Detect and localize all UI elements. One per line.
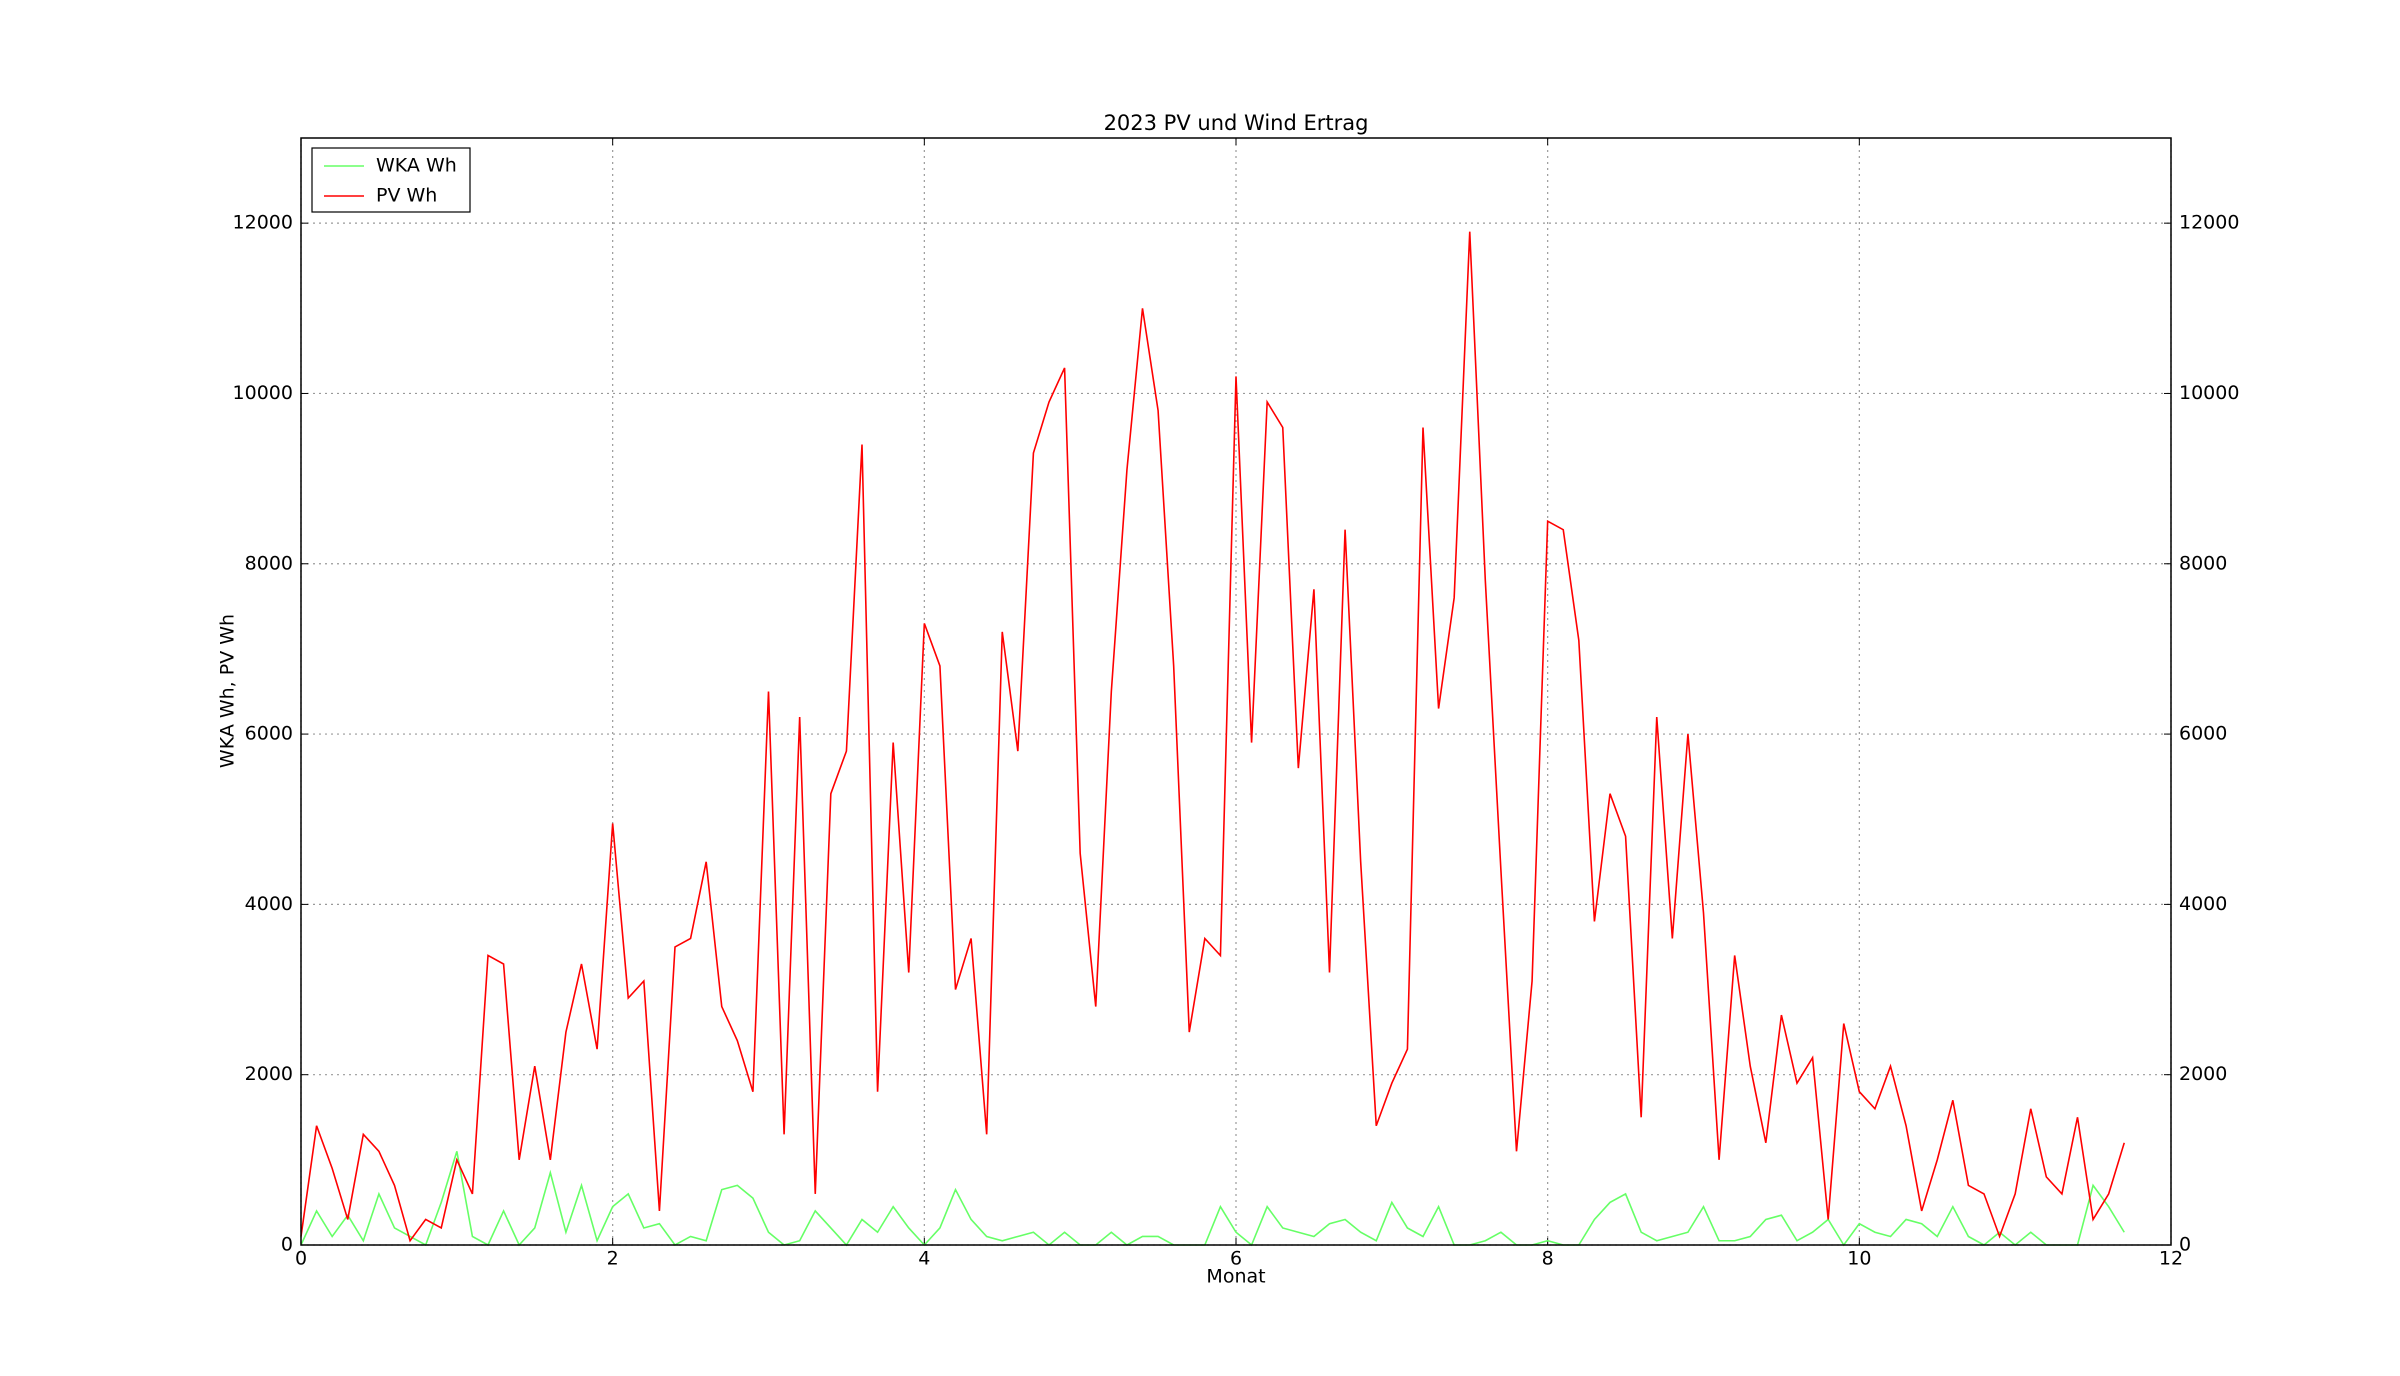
series-line (300, 231, 2126, 1243)
y-tick-label: 10000 (233, 382, 293, 404)
y2-tick-label: 2000 (2179, 1063, 2227, 1085)
y2-tick-label: 10000 (2179, 382, 2239, 404)
y-tick-label: 2000 (245, 1063, 293, 1085)
y2-tick-label: 8000 (2179, 552, 2227, 574)
legend-label: PV Wh (376, 185, 437, 207)
series-line (300, 1151, 2125, 1247)
y-tick-label: 0 (281, 1234, 293, 1256)
y-tick-label: 8000 (245, 552, 293, 574)
y-tick-label: 12000 (233, 212, 293, 234)
x-tick-label: 8 (1542, 1248, 1554, 1270)
chart-title: 2023 PV und Wind Ertrag (1104, 111, 1369, 135)
x-tick-label: 2 (607, 1248, 619, 1270)
plot-frame (300, 137, 2172, 1246)
y-tick-label: 6000 (245, 723, 293, 745)
x-tick-label: 6 (1230, 1248, 1242, 1270)
legend-label: WKA Wh (376, 155, 457, 177)
y2-tick-label: 0 (2179, 1234, 2191, 1256)
y-axis-label: WKA Wh, PV Wh (217, 614, 239, 768)
x-axis-label: Monat (1206, 1266, 1265, 1288)
legend-box (311, 147, 471, 213)
y2-tick-label: 6000 (2179, 723, 2227, 745)
x-tick-label: 4 (918, 1248, 930, 1270)
y2-tick-label: 12000 (2179, 212, 2239, 234)
x-tick-label: 0 (295, 1248, 307, 1270)
y2-tick-label: 4000 (2179, 893, 2227, 915)
x-tick-label: 12 (2159, 1248, 2183, 1270)
x-tick-label: 10 (1847, 1248, 1871, 1270)
y-tick-label: 4000 (245, 893, 293, 915)
